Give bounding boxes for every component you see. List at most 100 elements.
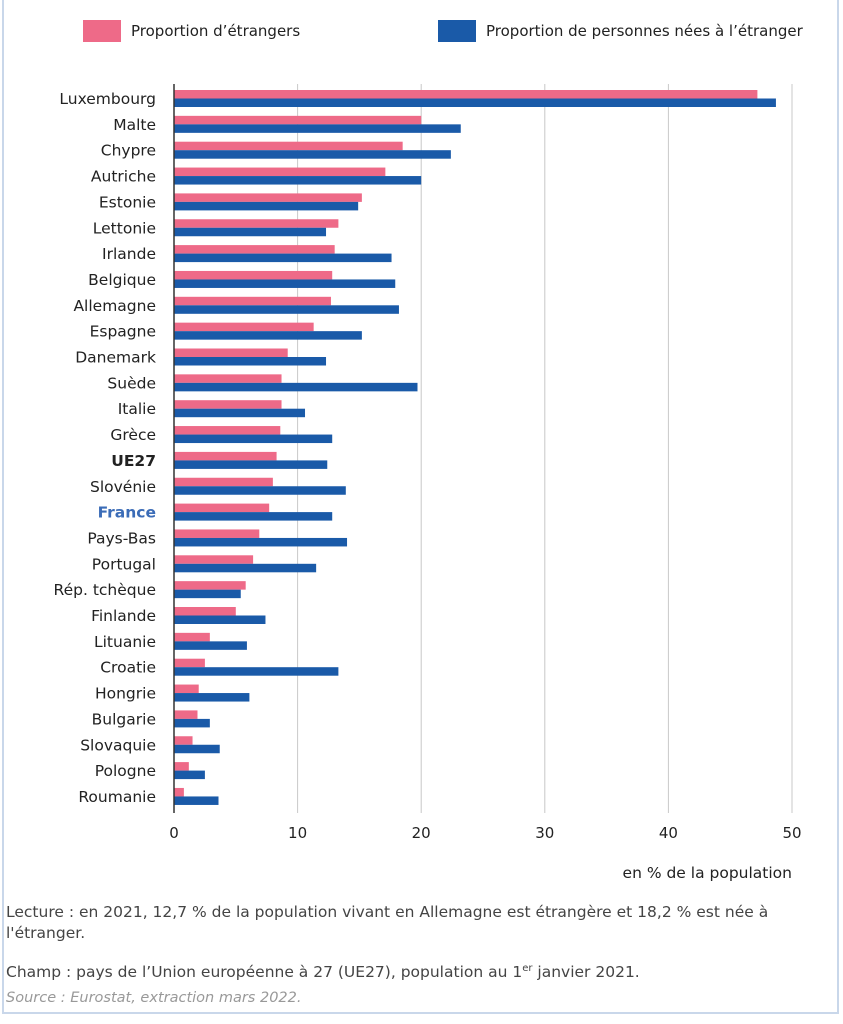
bar-born-abroad — [174, 227, 327, 237]
category-label: Grèce — [110, 426, 156, 444]
bar-foreign — [174, 684, 199, 694]
bar-foreign — [174, 555, 254, 564]
bar-born-abroad — [174, 279, 396, 288]
bar-foreign — [174, 581, 246, 590]
bar-born-abroad — [174, 693, 250, 702]
x-tick-label: 40 — [659, 824, 678, 842]
bar-born-abroad — [174, 150, 451, 159]
x-tick-label: 30 — [535, 824, 554, 842]
category-label: Malte — [113, 116, 156, 134]
bar-born-abroad — [174, 434, 333, 444]
category-label: Roumanie — [78, 788, 156, 806]
category-label: Estonie — [99, 193, 156, 211]
x-tick-label: 10 — [288, 824, 307, 842]
category-label: Slovaquie — [80, 736, 156, 754]
bar-born-abroad — [174, 667, 339, 676]
category-label: Autriche — [91, 168, 156, 186]
bar-foreign — [174, 90, 758, 99]
bar-foreign — [174, 322, 314, 332]
bar-foreign — [174, 426, 281, 435]
bar-foreign — [174, 451, 277, 461]
category-label: Slovénie — [90, 478, 156, 496]
category-label: Rép. tchèque — [54, 581, 156, 599]
category-label: Chypre — [101, 142, 156, 160]
bar-foreign — [174, 115, 422, 125]
bar-born-abroad — [174, 615, 266, 624]
bar-born-abroad — [174, 796, 219, 805]
x-tick-label: 20 — [412, 824, 431, 842]
bar-foreign — [174, 736, 193, 745]
champ-text: Champ : pays de l’Union européenne à 27 … — [6, 963, 523, 982]
category-label: Finlande — [91, 607, 156, 625]
bar-foreign — [174, 193, 362, 202]
bar-foreign — [174, 348, 288, 357]
bar-foreign — [174, 658, 205, 668]
bar-born-abroad — [174, 563, 317, 573]
bar-foreign — [174, 787, 184, 797]
bar-foreign — [174, 607, 236, 616]
bar-foreign — [174, 400, 282, 409]
bar-born-abroad — [174, 382, 418, 392]
bar-born-abroad — [174, 537, 348, 547]
category-label: Pays-Bas — [87, 529, 156, 547]
bar-born-abroad — [174, 718, 210, 728]
category-label: UE27 — [111, 452, 156, 470]
legend-label-foreign: Proportion d’étrangers — [131, 22, 301, 40]
bar-foreign — [174, 141, 403, 151]
bar-born-abroad — [174, 253, 392, 263]
category-label: France — [98, 504, 156, 522]
category-label: Lituanie — [94, 633, 156, 651]
bar-foreign — [174, 245, 335, 254]
category-label: Suède — [107, 374, 156, 392]
category-label: Hongrie — [95, 685, 156, 703]
source-note: Source : Eurostat, extraction mars 2022. — [6, 990, 302, 1006]
bar-foreign — [174, 270, 333, 280]
bar-born-abroad — [174, 331, 362, 340]
bar-born-abroad — [174, 124, 461, 133]
category-label: Danemark — [75, 349, 156, 367]
bar-foreign — [174, 477, 273, 487]
bar-born-abroad — [174, 305, 399, 314]
champ-text-end: janvier 2021. — [532, 963, 640, 982]
category-label: Irlande — [102, 245, 156, 263]
bar-born-abroad — [174, 460, 328, 469]
bar-born-abroad — [174, 589, 241, 599]
x-tick-label: 0 — [169, 824, 179, 842]
bar-foreign — [174, 632, 210, 642]
bar-foreign — [174, 529, 260, 538]
bar-born-abroad — [174, 641, 247, 650]
category-label: Belgique — [88, 271, 156, 289]
bar-born-abroad — [174, 486, 346, 495]
category-label: Bulgarie — [92, 710, 156, 728]
x-tick-label: 50 — [782, 824, 801, 842]
legend-swatch-foreign — [83, 20, 121, 42]
legend-item-foreign: Proportion d’étrangers — [83, 20, 300, 42]
bar-foreign — [174, 296, 331, 306]
category-label: Luxembourg — [59, 90, 156, 108]
bar-foreign — [174, 374, 282, 383]
bar-born-abroad — [174, 357, 327, 366]
bar-foreign — [174, 710, 198, 719]
category-label: Allemagne — [73, 297, 156, 315]
bar-foreign — [174, 503, 270, 513]
bar-born-abroad — [174, 201, 359, 211]
bar-born-abroad — [174, 98, 776, 107]
category-label: Lettonie — [93, 219, 156, 237]
x-axis-label: en % de la population — [623, 864, 792, 882]
bar-born-abroad — [174, 512, 333, 521]
bar-born-abroad — [174, 408, 306, 418]
lecture-note: Lecture : en 2021, 12,7 % de la populati… — [6, 903, 769, 942]
bar-foreign — [174, 219, 339, 228]
category-label: Portugal — [92, 555, 156, 573]
bar-foreign — [174, 167, 386, 177]
legend-label-born-abroad: Proportion de personnes nées à l’étrange… — [486, 22, 803, 40]
champ-note: Champ : pays de l’Union européenne à 27 … — [6, 958, 640, 983]
legend-item-born-abroad: Proportion de personnes nées à l’étrange… — [438, 20, 803, 42]
category-label: Croatie — [100, 659, 156, 677]
legend: Proportion d’étrangers Proportion de per… — [80, 20, 833, 50]
legend-swatch-born-abroad — [438, 20, 476, 42]
bar-foreign — [174, 762, 189, 771]
category-label: Espagne — [90, 323, 156, 341]
champ-superscript: er — [522, 963, 533, 974]
